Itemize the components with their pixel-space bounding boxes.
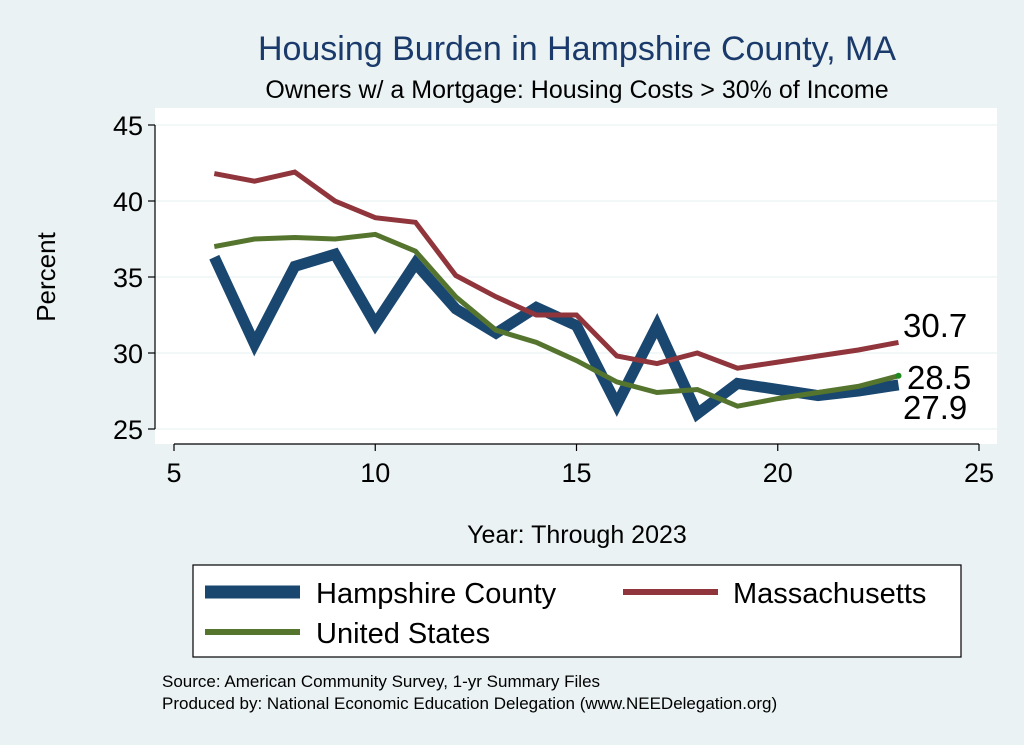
legend-label-hampshire: Hampshire County: [316, 578, 557, 610]
chart-subtitle: Owners w/ a Mortgage: Housing Costs > 30…: [265, 76, 888, 104]
x-tick-label: 15: [561, 458, 591, 488]
series-line-massachusetts: [213, 169, 899, 371]
y-tick-label: 45: [113, 111, 143, 141]
end-label-hampshire-county: 27.9: [903, 389, 967, 426]
legend: Hampshire County Massachusetts United St…: [192, 564, 962, 658]
chart-title: Housing Burden in Hampshire County, MA: [258, 30, 896, 68]
end-label-massachusetts: 30.7: [903, 307, 967, 344]
series-lines: [209, 169, 900, 423]
end-label-united-states: 28.5: [907, 359, 971, 396]
axes: 25 30 35 40 45 5 10 15 20 25: [113, 111, 994, 488]
x-tick-label: 20: [763, 458, 793, 488]
x-tick-label: 5: [166, 458, 181, 488]
legend-box: [192, 564, 962, 658]
x-axis-title: Year: Through 2023: [467, 521, 687, 549]
x-tick-label: 10: [360, 458, 390, 488]
footer-produced: Produced by: National Economic Education…: [162, 694, 777, 713]
legend-label-massachusetts: Massachusetts: [733, 578, 926, 610]
series-line-united-states: [213, 231, 900, 409]
series-end-marker-united-states: [895, 372, 902, 379]
legend-label-united-states: United States: [316, 618, 490, 650]
y-tick-label: 40: [113, 187, 143, 217]
y-tick-label: 30: [113, 339, 143, 369]
footer-source: Source: American Community Survey, 1-yr …: [162, 672, 600, 691]
x-tick-label: 25: [964, 458, 994, 488]
y-tick-label: 35: [113, 263, 143, 293]
y-tick-label: 25: [113, 415, 143, 445]
end-labels: 27.9 30.7 28.5: [895, 307, 971, 426]
y-axis-title: Percent: [31, 231, 61, 321]
